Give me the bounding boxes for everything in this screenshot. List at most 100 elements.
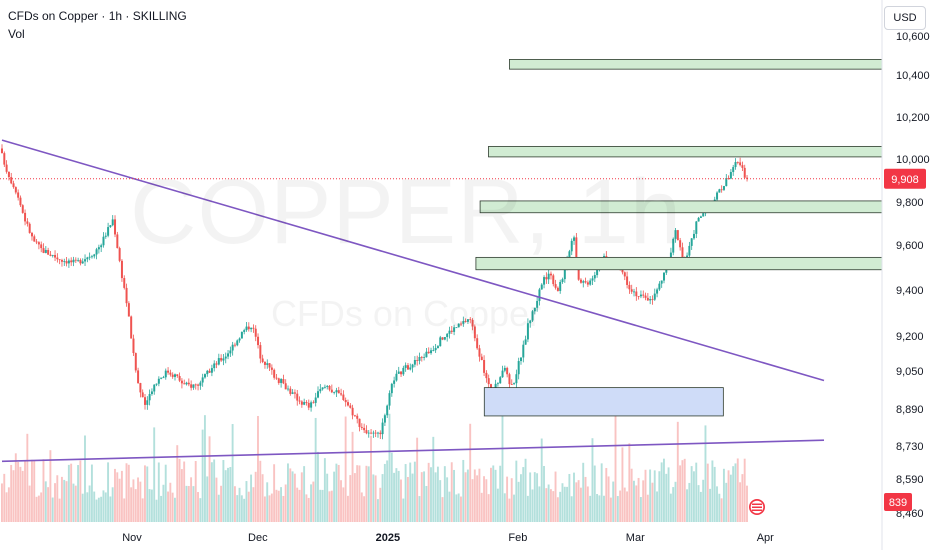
volume-bar <box>727 470 730 522</box>
volume-bar <box>743 458 746 522</box>
volume-bar <box>674 481 677 522</box>
volume-bar <box>365 465 368 522</box>
volume-bar <box>1 483 3 522</box>
candle-body <box>167 370 170 373</box>
volume-bar <box>342 487 345 522</box>
volume-bar <box>104 492 107 522</box>
volume-bar <box>612 481 615 522</box>
volume-bar <box>266 482 269 522</box>
volume-bar <box>418 496 421 522</box>
volume-bar <box>40 492 43 522</box>
candle-body <box>240 331 243 339</box>
candle-body <box>457 323 460 328</box>
candle-body <box>77 259 80 261</box>
chart-title[interactable]: CFDs on Copper · 1h · SKILLING <box>8 9 187 23</box>
candle-body <box>116 234 119 249</box>
volume-bar <box>93 491 96 522</box>
candle-body <box>12 183 15 188</box>
volume-bar <box>157 462 160 522</box>
volume-bar <box>381 474 384 522</box>
candle-body <box>146 400 149 405</box>
candle-body <box>197 384 200 386</box>
candle-body <box>139 383 142 393</box>
volume-bar <box>21 470 24 522</box>
volume-bar <box>683 458 686 522</box>
volume-bar <box>404 464 407 522</box>
volume-bar <box>692 471 695 522</box>
volume-bar <box>589 495 592 522</box>
volume-bar <box>436 466 439 522</box>
candle-body <box>554 284 557 288</box>
volume-bar <box>148 489 151 522</box>
volume-bar <box>736 458 739 522</box>
candle-body <box>144 397 147 405</box>
volume-bar <box>395 468 398 522</box>
volume-bar <box>540 438 543 522</box>
candle-body <box>653 293 656 300</box>
candle-body <box>120 260 123 279</box>
volume-bar <box>169 482 172 522</box>
volume-bar <box>360 492 363 522</box>
candle-body <box>367 432 370 434</box>
candle-body <box>427 351 430 354</box>
volume-bar <box>287 463 289 522</box>
volume-bar <box>656 491 658 522</box>
currency-button[interactable]: USD <box>884 6 926 30</box>
candle-body <box>111 219 114 226</box>
candle-body <box>187 382 190 385</box>
candle-body <box>5 164 8 172</box>
candle-body <box>312 402 315 404</box>
candle-body <box>679 240 682 248</box>
flag-icon[interactable] <box>749 499 765 515</box>
candle-body <box>132 338 135 354</box>
candle-body <box>86 257 89 260</box>
candle-body <box>383 415 386 423</box>
volume-bar <box>432 436 435 522</box>
volume-bar <box>171 492 174 522</box>
volume-bar <box>386 460 389 522</box>
volume-bar <box>141 498 144 522</box>
candle-body <box>250 327 253 330</box>
price-axis[interactable]: 10,60010,40010,20010,0009,8009,6009,4009… <box>881 0 930 550</box>
volume-bar <box>596 494 599 522</box>
candle-body <box>247 326 250 330</box>
candle-body <box>473 326 476 339</box>
volume-bar <box>658 471 661 522</box>
candle-body <box>501 370 504 378</box>
volume-bar <box>363 496 366 522</box>
candle-body <box>549 273 552 276</box>
volume-bar <box>314 417 317 522</box>
volume-bar <box>111 487 114 522</box>
candle-body <box>26 221 29 224</box>
volume-bar <box>496 488 499 522</box>
volume-bar <box>637 477 640 522</box>
volume-bar <box>197 492 199 522</box>
volume-bar <box>579 487 582 522</box>
candle-body <box>386 405 389 416</box>
volume-bar <box>81 493 84 522</box>
candle-body <box>746 177 749 179</box>
volume-indicator-label[interactable]: Vol <box>8 27 25 41</box>
candle-body <box>296 393 299 401</box>
candle-body <box>510 384 513 385</box>
volume-bar <box>310 484 312 522</box>
volume-bar <box>561 483 564 522</box>
time-axis[interactable]: Nov Dec 2025 Feb Mar Apr <box>122 532 774 544</box>
candle-body <box>317 391 320 398</box>
volume-bar <box>420 472 423 522</box>
candle-body <box>224 356 227 359</box>
candle-body <box>540 284 543 290</box>
y-tick-label: 10,000 <box>896 154 930 166</box>
volume-bar <box>732 466 735 522</box>
volume-bar <box>150 489 153 522</box>
volume-bar <box>663 458 665 522</box>
candle-body <box>100 245 103 248</box>
candle-body <box>681 247 684 259</box>
candle-body <box>104 235 107 237</box>
volume-bar <box>549 489 552 522</box>
volume-bar <box>633 480 635 522</box>
candle-body <box>30 232 33 237</box>
volume-bar <box>681 460 684 522</box>
candle-body <box>582 281 585 283</box>
